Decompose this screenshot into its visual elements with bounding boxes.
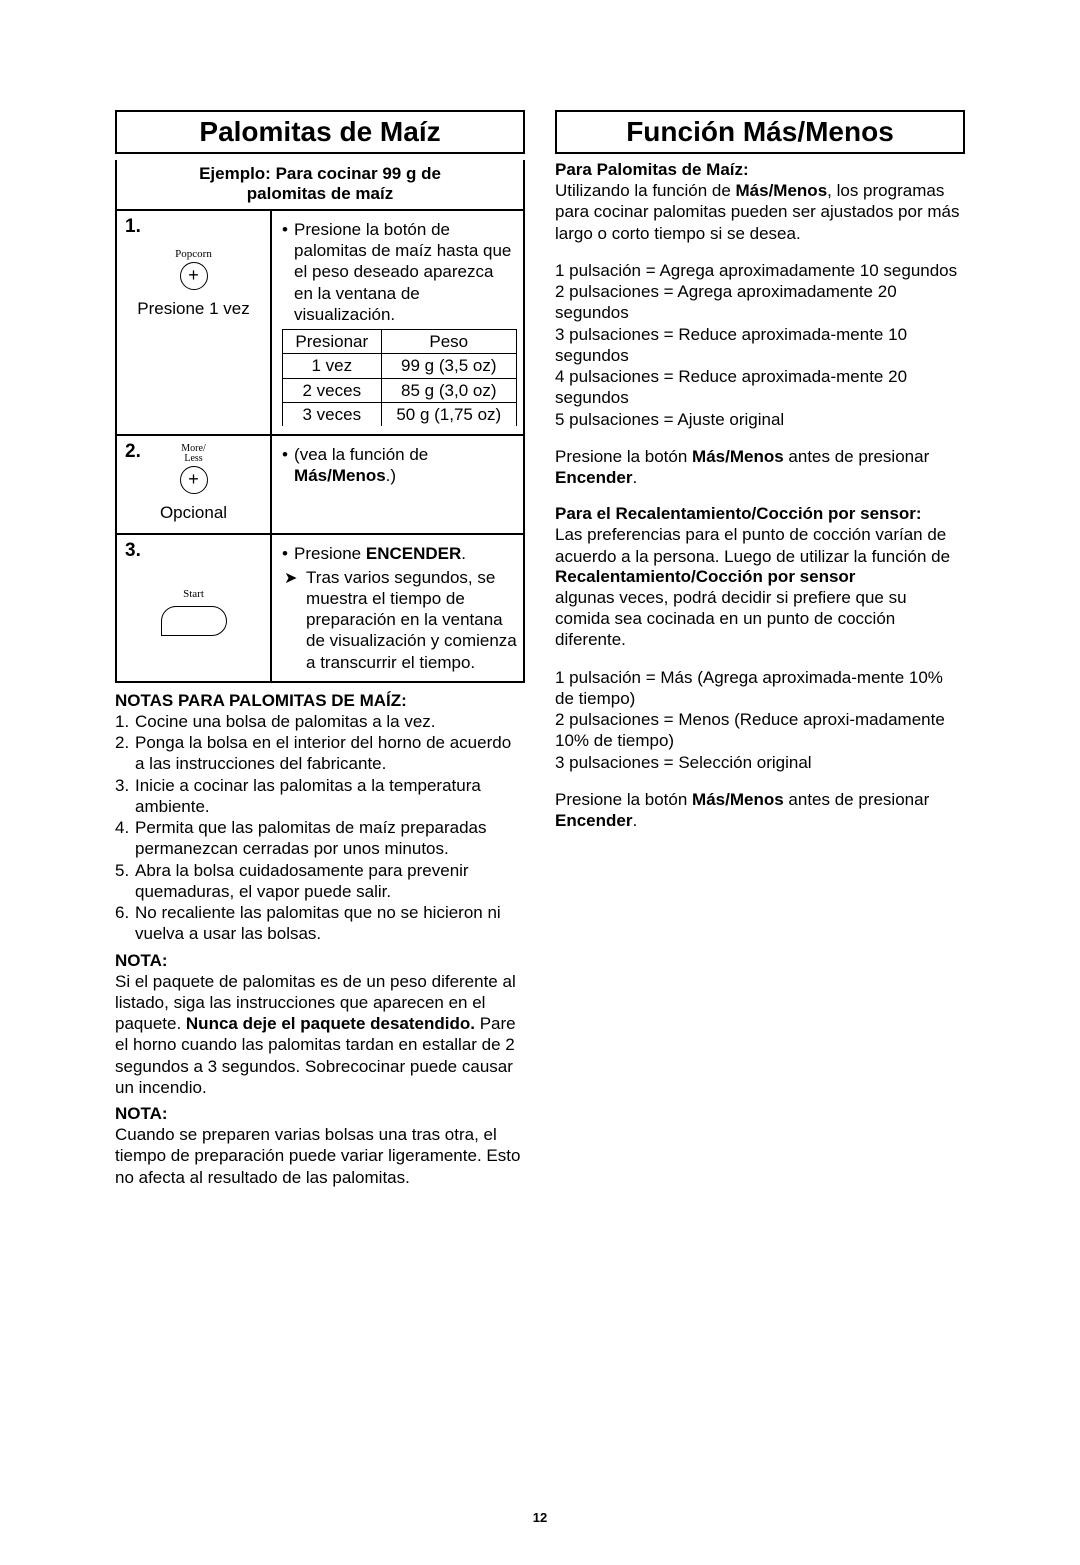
steps-table: 1. Popcorn + Presione 1 vez Presione la …	[115, 211, 525, 683]
step-2-num: 2.	[125, 440, 141, 464]
note-6: No recaliente las palomitas que no se hi…	[115, 902, 525, 945]
popcorn-label: Popcorn	[121, 249, 266, 260]
example-title-line1: Ejemplo: Para cocinar 99 g de	[199, 164, 441, 183]
r-list1-4: 5 pulsaciones = Ajuste original	[555, 409, 965, 430]
page-columns: Palomitas de Maíz Ejemplo: Para cocinar …	[115, 110, 965, 1188]
r-list2: 1 pulsación = Más (Agrega aproximada-men…	[555, 667, 965, 773]
wt-r2c1: 2 veces	[283, 378, 382, 402]
r-list1-3: 4 pulsaciones = Reduce aproximada-mente …	[555, 366, 965, 409]
wt-r1c1: 1 vez	[283, 354, 382, 378]
left-column: Palomitas de Maíz Ejemplo: Para cocinar …	[115, 110, 525, 1188]
right-column: Función Más/Menos Para Palomitas de Maíz…	[555, 110, 965, 1188]
nota2-body: Cuando se preparen varias bolsas una tra…	[115, 1124, 525, 1188]
left-title: Palomitas de Maíz	[117, 116, 523, 148]
popcorn-button-icon: +	[180, 262, 208, 290]
step-3-num: 3.	[125, 539, 141, 563]
wt-r3c2: 50 g (1,75 oz)	[381, 402, 516, 426]
step-2-right: (vea la función de Más/Menos.)	[271, 435, 524, 534]
r-list1-1: 2 pulsaciones = Agrega aproximadamente 2…	[555, 281, 965, 324]
step-3-line1: Presione ENCENDER.	[282, 543, 517, 564]
nota1-heading: NOTA:	[115, 951, 525, 971]
wt-r3c1: 3 veces	[283, 402, 382, 426]
weight-table: Presionar Peso 1 vez 99 g (3,5 oz) 2 vec…	[282, 329, 517, 426]
note-5: Abra la bolsa cuidadosamente para preven…	[115, 860, 525, 903]
r-p5: Presione la botón Más/Menos antes de pre…	[555, 789, 965, 832]
nota2-heading: NOTA:	[115, 1104, 525, 1124]
note-4: Permita que las palomitas de maíz prepar…	[115, 817, 525, 860]
step-1-row: 1. Popcorn + Presione 1 vez Presione la …	[116, 211, 524, 435]
step-3-arrow-block: ➤ Tras varios segundos, se muestra el ti…	[282, 567, 517, 673]
step-1-left: 1. Popcorn + Presione 1 vez	[116, 211, 271, 435]
r-p2: Presione la botón Más/Menos antes de pre…	[555, 446, 965, 489]
r-list1-2: 3 pulsaciones = Reduce aproximada-mente …	[555, 324, 965, 367]
arrow-icon: ➤	[284, 569, 297, 589]
right-title-box: Función Más/Menos	[555, 110, 965, 154]
right-title: Función Más/Menos	[557, 116, 963, 148]
note-2: Ponga la bolsa en el interior del horno …	[115, 732, 525, 775]
step-1-under: Presione 1 vez	[121, 298, 266, 319]
r-p4: algunas veces, podrá decidir si prefiere…	[555, 587, 965, 651]
note-1: Cocine una bolsa de palomitas a la vez.	[115, 711, 525, 732]
more-less-button-icon: +	[180, 466, 208, 494]
wt-h2: Peso	[381, 330, 516, 354]
r-p1: Utilizando la función de Más/Menos, los …	[555, 180, 965, 244]
less-label: Less	[184, 453, 202, 464]
example-title-line2: palomitas de maíz	[247, 184, 393, 203]
wt-h1: Presionar	[283, 330, 382, 354]
step-2-under: Opcional	[121, 502, 266, 523]
step-2-row: 2. More/ Less + Opcional (vea la función…	[116, 435, 524, 534]
start-label: Start	[121, 589, 266, 600]
wt-r1c2: 99 g (3,5 oz)	[381, 354, 516, 378]
step-3-right: Presione ENCENDER. ➤ Tras varios segundo…	[271, 534, 524, 682]
note-3: Inicie a cocinar las palomitas a la temp…	[115, 775, 525, 818]
start-button-icon	[161, 606, 227, 636]
example-title: Ejemplo: Para cocinar 99 g de palomitas …	[115, 160, 525, 211]
r-list2-0: 1 pulsación = Más (Agrega aproximada-men…	[555, 667, 965, 710]
r-list1: 1 pulsación = Agrega aproximadamente 10 …	[555, 260, 965, 430]
r-p3: Las preferencias para el punto de cocció…	[555, 524, 965, 567]
wt-r2c2: 85 g (3,0 oz)	[381, 378, 516, 402]
r-h2: Para el Recalentamiento/Cocción por sens…	[555, 504, 965, 524]
step-2-text: (vea la función de Más/Menos.)	[282, 444, 517, 487]
r-list2-1: 2 pulsaciones = Menos (Reduce aproxi-mad…	[555, 709, 965, 752]
step-1-text: Presione la botón de palomitas de maíz h…	[282, 219, 517, 325]
step-3-arrow-text: Tras varios segundos, se muestra el tiem…	[306, 568, 517, 672]
r-list2-2: 3 pulsaciones = Selección original	[555, 752, 965, 773]
step-1-num: 1.	[125, 215, 141, 239]
step-2-left: 2. More/ Less + Opcional	[116, 435, 271, 534]
notes-list: Cocine una bolsa de palomitas a la vez. …	[115, 711, 525, 945]
r-list1-0: 1 pulsación = Agrega aproximadamente 10 …	[555, 260, 965, 281]
nota1-body: Si el paquete de palomitas es de un peso…	[115, 971, 525, 1099]
page-number: 12	[0, 1510, 1080, 1525]
step-3-left: 3. Start	[116, 534, 271, 682]
left-title-box: Palomitas de Maíz	[115, 110, 525, 154]
step-1-right: Presione la botón de palomitas de maíz h…	[271, 211, 524, 435]
notes-heading: NOTAS PARA PALOMITAS DE MAÍZ:	[115, 691, 525, 711]
step-3-row: 3. Start Presione ENCENDER. ➤ Tras vario…	[116, 534, 524, 682]
r-h3: Recalentamiento/Cocción por sensor	[555, 567, 965, 587]
r-h1: Para Palomitas de Maíz:	[555, 160, 965, 180]
